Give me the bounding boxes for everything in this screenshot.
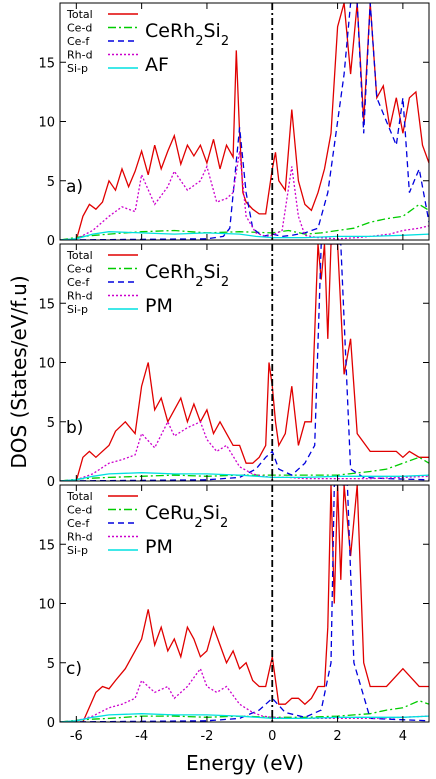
x-tick-label: 4 bbox=[399, 729, 407, 744]
legend-label-cef: Ce-f bbox=[67, 517, 90, 530]
series-line-total bbox=[60, 485, 429, 722]
legend-label-sip: Si-p bbox=[67, 544, 88, 557]
y-tick-label: 15 bbox=[38, 538, 55, 553]
magnetic-state: AF bbox=[145, 54, 169, 76]
legend-label-total: Total bbox=[66, 490, 93, 503]
series-group bbox=[60, 485, 429, 722]
panel-label: a) bbox=[66, 177, 83, 197]
legend-label-total: Total bbox=[66, 8, 93, 21]
compound-formula: CeRh2Si2 bbox=[145, 261, 229, 290]
y-axis-label: DOS (States/eV/f.u) bbox=[7, 275, 31, 468]
x-tick-label: -2 bbox=[200, 729, 213, 744]
legend-label-cef: Ce-f bbox=[67, 276, 90, 289]
y-tick-label: 10 bbox=[38, 116, 55, 131]
y-tick-label: 5 bbox=[47, 416, 55, 431]
panel-label: c) bbox=[66, 659, 82, 679]
y-tick-label: 5 bbox=[47, 657, 55, 672]
legend-label-rhd: Rh-d bbox=[67, 49, 93, 62]
series-line-total bbox=[60, 244, 429, 481]
magnetic-state: PM bbox=[145, 295, 173, 317]
series-line-sip bbox=[60, 713, 429, 722]
x-axis-label: Energy (eV) bbox=[186, 751, 304, 775]
series-group bbox=[60, 3, 429, 240]
legend-label-rhd: Rh-d bbox=[67, 531, 93, 544]
y-tick-label: 0 bbox=[47, 234, 55, 249]
series-line-cef bbox=[60, 485, 429, 722]
compound-formula: CeRu2Si2 bbox=[145, 502, 228, 531]
legend-label-sip: Si-p bbox=[67, 62, 88, 75]
series-line-cef bbox=[60, 244, 429, 481]
compound-formula: CeRh2Si2 bbox=[145, 20, 229, 49]
y-tick-label: 15 bbox=[38, 56, 55, 71]
y-tick-label: 10 bbox=[38, 598, 55, 613]
y-tick-label: 5 bbox=[47, 175, 55, 190]
y-tick-label: 10 bbox=[38, 357, 55, 372]
series-group bbox=[60, 244, 429, 481]
series-line-rhd bbox=[60, 150, 429, 240]
series-line-sip bbox=[60, 472, 429, 481]
series-line-sip bbox=[60, 231, 429, 240]
series-line-cef bbox=[60, 3, 429, 240]
magnetic-state: PM bbox=[145, 536, 173, 558]
axes-frame bbox=[59, 243, 430, 482]
x-tick-label: 0 bbox=[268, 729, 276, 744]
legend-label-ced: Ce-d bbox=[67, 263, 92, 276]
series-line-rhd bbox=[60, 667, 429, 722]
legend-label-rhd: Rh-d bbox=[67, 290, 93, 303]
panel-label: b) bbox=[66, 418, 83, 438]
legend-label-ced: Ce-d bbox=[67, 22, 92, 35]
panels: 051015TotalCe-dCe-fRh-dSi-pCeRh2Si2AFa)0… bbox=[38, 2, 430, 744]
y-tick-label: 0 bbox=[47, 475, 55, 490]
legend-label-sip: Si-p bbox=[67, 303, 88, 316]
legend-label-cef: Ce-f bbox=[67, 35, 90, 48]
x-tick-label: -4 bbox=[135, 729, 148, 744]
legend-label-ced: Ce-d bbox=[67, 504, 92, 517]
x-tick-label: -6 bbox=[70, 729, 83, 744]
legend-label-total: Total bbox=[66, 249, 93, 262]
x-tick-label: 2 bbox=[333, 729, 341, 744]
y-tick-label: 15 bbox=[38, 297, 55, 312]
y-tick-label: 0 bbox=[47, 716, 55, 731]
